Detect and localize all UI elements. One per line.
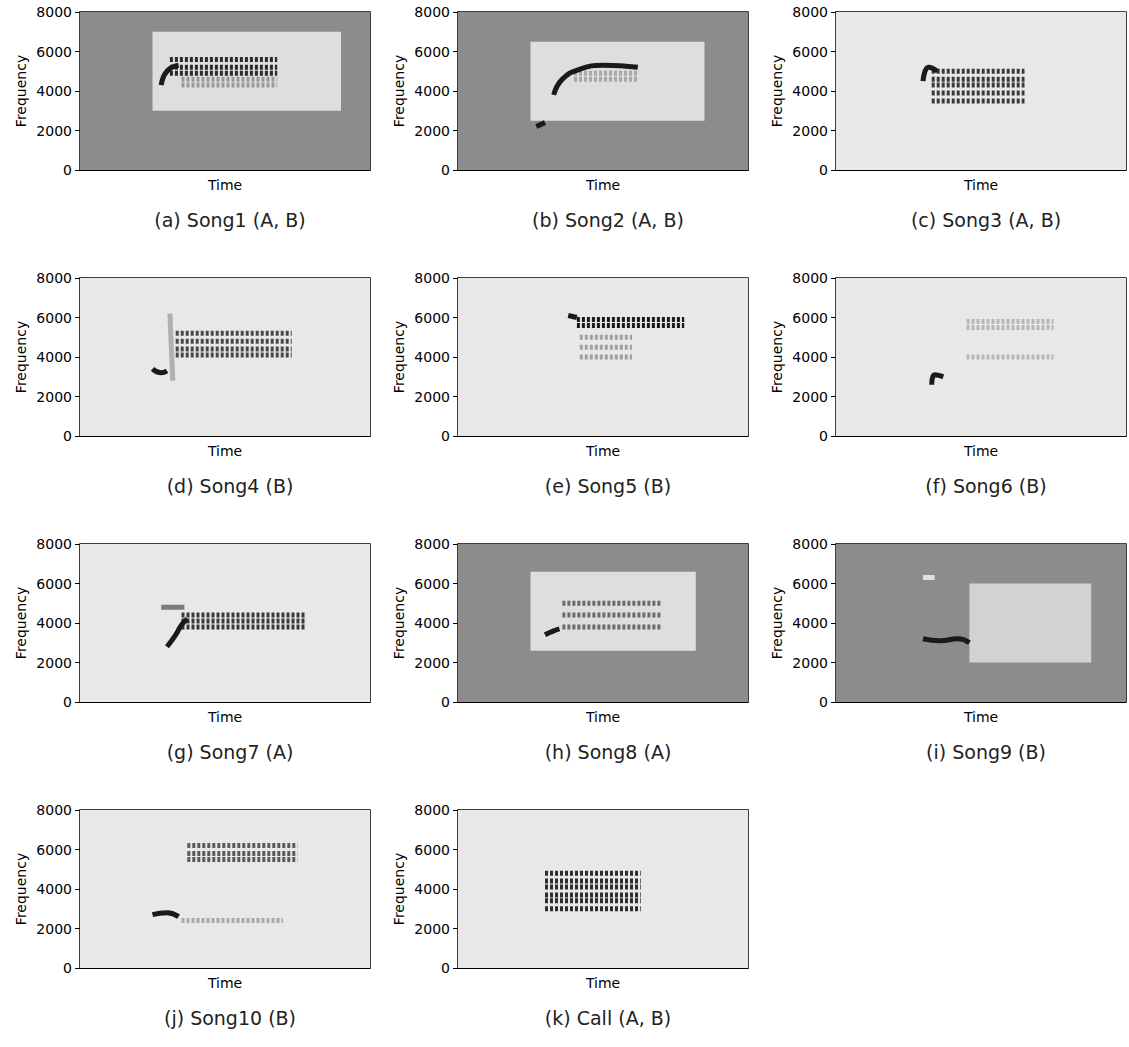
svg-text:8000: 8000 [36, 802, 72, 818]
svg-text:4000: 4000 [36, 881, 72, 897]
svg-text:Frequency: Frequency [391, 853, 407, 925]
svg-text:(b) Song2 (A, B): (b) Song2 (A, B) [532, 209, 684, 231]
svg-text:0: 0 [441, 960, 450, 976]
svg-text:0: 0 [441, 428, 450, 444]
svg-text:2000: 2000 [36, 123, 72, 139]
svg-text:6000: 6000 [414, 576, 450, 592]
svg-text:Frequency: Frequency [13, 321, 29, 393]
svg-text:Time: Time [963, 177, 998, 193]
svg-text:0: 0 [819, 694, 828, 710]
svg-text:6000: 6000 [36, 842, 72, 858]
svg-text:6000: 6000 [414, 310, 450, 326]
svg-text:8000: 8000 [36, 536, 72, 552]
svg-text:(a) Song1 (A, B): (a) Song1 (A, B) [154, 209, 305, 231]
svg-text:Time: Time [207, 177, 242, 193]
svg-text:Time: Time [207, 709, 242, 725]
svg-text:6000: 6000 [36, 44, 72, 60]
svg-text:Frequency: Frequency [13, 587, 29, 659]
svg-text:0: 0 [819, 162, 828, 178]
svg-text:0: 0 [63, 428, 72, 444]
svg-text:(e) Song5 (B): (e) Song5 (B) [545, 475, 671, 497]
svg-text:2000: 2000 [414, 921, 450, 937]
svg-text:0: 0 [63, 694, 72, 710]
svg-text:4000: 4000 [36, 83, 72, 99]
svg-text:(j) Song10 (B): (j) Song10 (B) [164, 1007, 296, 1029]
svg-text:(k) Call (A, B): (k) Call (A, B) [545, 1007, 671, 1029]
svg-text:8000: 8000 [414, 536, 450, 552]
svg-text:6000: 6000 [792, 310, 828, 326]
svg-text:4000: 4000 [792, 349, 828, 365]
svg-text:8000: 8000 [414, 4, 450, 20]
svg-text:Frequency: Frequency [13, 853, 29, 925]
svg-text:2000: 2000 [792, 389, 828, 405]
svg-text:8000: 8000 [36, 4, 72, 20]
svg-text:4000: 4000 [792, 83, 828, 99]
svg-text:Frequency: Frequency [769, 321, 785, 393]
svg-text:8000: 8000 [414, 270, 450, 286]
svg-text:2000: 2000 [414, 123, 450, 139]
svg-text:0: 0 [63, 162, 72, 178]
svg-text:Frequency: Frequency [769, 587, 785, 659]
svg-text:2000: 2000 [414, 655, 450, 671]
svg-text:2000: 2000 [36, 921, 72, 937]
svg-text:Frequency: Frequency [13, 55, 29, 127]
svg-text:2000: 2000 [792, 655, 828, 671]
svg-text:8000: 8000 [792, 270, 828, 286]
svg-text:0: 0 [441, 162, 450, 178]
svg-text:6000: 6000 [36, 310, 72, 326]
svg-text:6000: 6000 [792, 44, 828, 60]
svg-text:8000: 8000 [792, 536, 828, 552]
svg-text:2000: 2000 [36, 389, 72, 405]
svg-text:4000: 4000 [792, 615, 828, 631]
svg-text:2000: 2000 [792, 123, 828, 139]
svg-text:Time: Time [963, 709, 998, 725]
svg-text:Frequency: Frequency [391, 587, 407, 659]
svg-text:Frequency: Frequency [391, 321, 407, 393]
svg-text:4000: 4000 [414, 83, 450, 99]
svg-text:4000: 4000 [36, 615, 72, 631]
svg-text:(c) Song3 (A, B): (c) Song3 (A, B) [911, 209, 1061, 231]
svg-text:(h) Song8 (A): (h) Song8 (A) [545, 741, 672, 763]
svg-text:4000: 4000 [414, 881, 450, 897]
svg-text:0: 0 [441, 694, 450, 710]
svg-text:4000: 4000 [414, 615, 450, 631]
svg-text:Frequency: Frequency [769, 55, 785, 127]
svg-text:Time: Time [207, 975, 242, 991]
svg-text:6000: 6000 [36, 576, 72, 592]
svg-text:0: 0 [819, 428, 828, 444]
svg-text:4000: 4000 [36, 349, 72, 365]
svg-text:Time: Time [585, 709, 620, 725]
svg-text:6000: 6000 [414, 44, 450, 60]
svg-text:(i) Song9 (B): (i) Song9 (B) [926, 741, 1046, 763]
svg-text:6000: 6000 [414, 842, 450, 858]
svg-text:8000: 8000 [792, 4, 828, 20]
svg-text:Time: Time [585, 975, 620, 991]
svg-text:Time: Time [207, 443, 242, 459]
svg-text:8000: 8000 [36, 270, 72, 286]
svg-text:2000: 2000 [36, 655, 72, 671]
svg-text:(g) Song7 (A): (g) Song7 (A) [167, 741, 294, 763]
svg-text:6000: 6000 [792, 576, 828, 592]
svg-text:4000: 4000 [414, 349, 450, 365]
svg-text:8000: 8000 [414, 802, 450, 818]
svg-text:2000: 2000 [414, 389, 450, 405]
svg-text:Time: Time [585, 177, 620, 193]
svg-text:(d) Song4 (B): (d) Song4 (B) [167, 475, 294, 497]
svg-text:Time: Time [963, 443, 998, 459]
svg-text:Time: Time [585, 443, 620, 459]
svg-text:Frequency: Frequency [391, 55, 407, 127]
svg-text:(f) Song6 (B): (f) Song6 (B) [925, 475, 1046, 497]
svg-text:0: 0 [63, 960, 72, 976]
